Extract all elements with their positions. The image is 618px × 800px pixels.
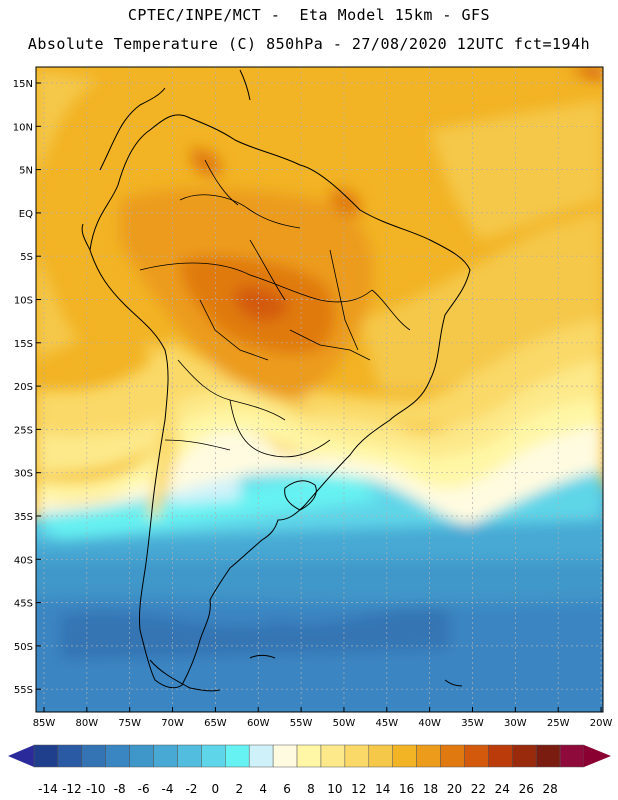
- colorbar-label: -8: [114, 782, 126, 796]
- lon-label: 30W: [504, 718, 527, 729]
- colorbar-label: -6: [138, 782, 150, 796]
- country-borders: [139, 159, 411, 458]
- colorbar-label: 22: [471, 782, 486, 796]
- colorbar-label: 28: [542, 782, 557, 796]
- colorbar-label: 16: [399, 782, 414, 796]
- lat-label: 55S: [14, 685, 33, 696]
- colorbar-swatch: [129, 744, 154, 768]
- colorbar-label: 8: [307, 782, 315, 796]
- colorbar-label: 4: [259, 782, 267, 796]
- colorbar-label: -14: [38, 782, 58, 796]
- colorbar-swatch: [201, 744, 226, 768]
- lat-label: 20S: [14, 382, 33, 393]
- longitude-axis: 85W 80W 75W 70W 65W 60W 55W 50W 45W 40W 35W 30W 25W 2…: [33, 707, 613, 729]
- colorbar-swatch: [296, 744, 322, 768]
- colorbar-swatch: [320, 744, 346, 768]
- colorbar-label: -10: [86, 782, 106, 796]
- colorbar-swatch: [535, 744, 561, 768]
- colorbar-swatch: [177, 744, 202, 768]
- colorbar-overflow-arrow: [584, 745, 611, 767]
- lon-label: 35W: [461, 718, 484, 729]
- lon-label: 75W: [118, 718, 141, 729]
- colorbar-swatch: [368, 744, 393, 768]
- colorbar-label: 26: [519, 782, 534, 796]
- colorbar-swatch: [33, 744, 59, 768]
- colorbar-label: 14: [375, 782, 390, 796]
- colorbar-swatch: [272, 744, 298, 768]
- colorbar-swatch: [153, 744, 178, 768]
- lon-label: 70W: [161, 718, 184, 729]
- colorbar-label: 6: [283, 782, 291, 796]
- colorbar-label: 0: [212, 782, 220, 796]
- colorbar-swatch: [488, 744, 513, 768]
- lon-label: 85W: [33, 718, 56, 729]
- lat-label: 40S: [14, 555, 33, 566]
- colorbar-swatch: [225, 744, 250, 768]
- colorbar-swatch: [248, 744, 274, 768]
- lon-label: 50W: [333, 718, 356, 729]
- lat-label: 10N: [13, 122, 33, 133]
- colorbar-underflow-arrow: [8, 745, 34, 767]
- lon-label: 25W: [547, 718, 570, 729]
- colorbar: -14 -12 -10 -8 -6 -4 -2 0 2 4 6 8 10 12 14 16 18 20 22 24 26…: [8, 744, 611, 796]
- colorbar-label: 18: [423, 782, 438, 796]
- temperature-field: [36, 67, 603, 712]
- lat-label: 50S: [14, 642, 33, 653]
- lat-label: 25S: [14, 425, 33, 436]
- colorbar-swatch: [512, 744, 537, 768]
- lat-label: 15S: [14, 339, 33, 350]
- lon-label: 60W: [247, 718, 270, 729]
- colorbar-swatch: [57, 744, 83, 768]
- lat-label: EQ: [19, 209, 33, 220]
- map-title: CPTEC/INPE/MCT - Eta Model 15km - GFS: [127, 6, 491, 24]
- colorbar-swatch: [559, 744, 585, 768]
- lon-label: 55W: [290, 718, 313, 729]
- map-subtitle: Absolute Temperature (C) 850hPa - 27/08/…: [27, 35, 591, 53]
- colorbar-label: -4: [162, 782, 174, 796]
- colorbar-label: 20: [447, 782, 462, 796]
- lat-label: 35S: [14, 512, 33, 523]
- colorbar-label: 2: [235, 782, 243, 796]
- colorbar-swatch: [464, 744, 489, 768]
- latitude-axis: 15N 10N 5N EQ 5S 10S 15S 20S 25S 30S 35S 40S 45S 50S 5…: [13, 79, 41, 696]
- lat-label: 5S: [20, 252, 33, 263]
- lat-label: 15N: [13, 79, 33, 90]
- coastlines: [81, 69, 471, 692]
- colorbar-label: 12: [351, 782, 366, 796]
- colorbar-swatch: [416, 744, 441, 768]
- colorbar-swatch: [81, 744, 106, 768]
- lon-label: 65W: [204, 718, 227, 729]
- map-frame: [35, 66, 604, 713]
- colorbar-swatch: [105, 744, 130, 768]
- lat-label: 10S: [14, 296, 33, 307]
- lat-label: 5N: [19, 166, 33, 177]
- lon-label: 45W: [375, 718, 398, 729]
- colorbar-label: 24: [495, 782, 510, 796]
- colorbar-label: -12: [62, 782, 82, 796]
- colorbar-swatch: [440, 744, 465, 768]
- lon-label: 80W: [76, 718, 99, 729]
- colorbar-swatch: [392, 744, 417, 768]
- colorbar-swatch: [344, 744, 370, 768]
- colorbar-label: 10: [327, 782, 342, 796]
- temperature-map: 15N 10N 5N EQ 5S 10S 15S 20S 25S 30S 35S 40S 45S 50S 5…: [13, 66, 613, 729]
- lat-label: 30S: [14, 469, 33, 480]
- lon-label: 40W: [418, 718, 441, 729]
- colorbar-label: -2: [185, 782, 197, 796]
- lat-label: 45S: [14, 599, 33, 610]
- lon-label: 20W: [590, 718, 613, 729]
